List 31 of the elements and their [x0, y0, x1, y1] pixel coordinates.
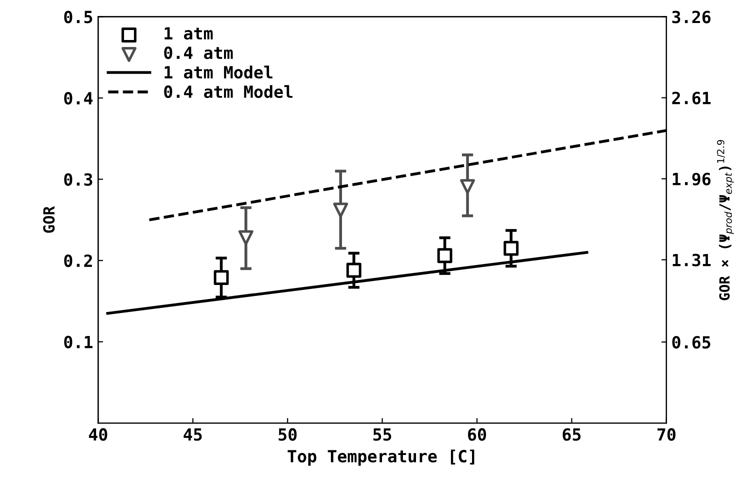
y-tick-label: 0.1 [64, 336, 92, 348]
y2-tick-label: 1.96 [672, 172, 711, 186]
x-tick-label: 40 [88, 428, 108, 441]
legend-label: 1 atm [164, 27, 213, 40]
x-tick-label: 50 [278, 428, 297, 441]
x-axis-title: Top Temperature [C] [288, 450, 474, 466]
x-tick-label: 70 [657, 428, 676, 441]
x-tick-label: 60 [468, 428, 486, 441]
y2-tick-label: 0.65 [672, 336, 710, 349]
y2-tick-label: 3.26 [672, 10, 711, 24]
y-axis-title: GOR [43, 206, 55, 233]
y-tick-label: 0.2 [64, 254, 92, 268]
x-tick-label: 55 [373, 428, 392, 441]
y2-tick-label: 2.61 [672, 92, 711, 104]
point [346, 262, 362, 278]
point [437, 248, 452, 264]
point [238, 230, 254, 246]
point [460, 179, 475, 194]
y2-tick-label: 1.31 [672, 254, 711, 266]
point [504, 240, 519, 256]
point [214, 270, 229, 286]
y2-axis-title: GOR × (Ψ$_{prod}$/Ψ$_{expt}$)$^{1/2.9}$ [716, 140, 734, 300]
legend-label: 0.4 atm Model [164, 85, 292, 98]
point [333, 202, 348, 218]
y-tick-label: 0.3 [64, 173, 92, 186]
y-tick-label: 0.4 [64, 92, 93, 105]
legend-label: 0.4 atm [164, 46, 233, 60]
x-tick-label: 65 [562, 428, 581, 441]
legend-label: 1 atm Model [164, 66, 272, 79]
y-tick-label: 0.5 [64, 10, 92, 24]
x-tick-label: 45 [184, 428, 202, 441]
